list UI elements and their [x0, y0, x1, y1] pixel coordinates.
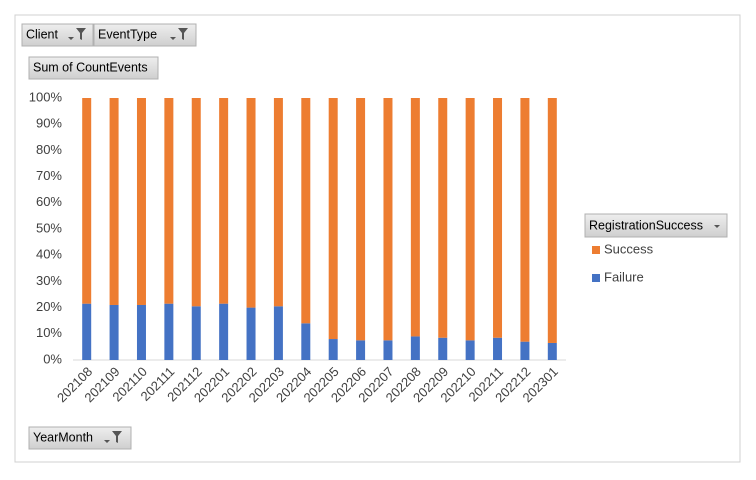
bar-segment: [219, 303, 229, 360]
bar-segment: [273, 306, 283, 360]
value-field-button[interactable]: [28, 56, 159, 80]
bar-segment: [547, 342, 557, 360]
bar-segment: [383, 98, 393, 341]
bar-segment: [328, 98, 338, 340]
bar-segment: [520, 341, 530, 360]
y-tick-label: 30%: [36, 273, 62, 288]
bar-segment: [410, 98, 420, 337]
y-tick-label: 50%: [36, 220, 62, 235]
bar-segment: [109, 304, 119, 360]
bar-segment: [191, 306, 201, 360]
bar-segment: [191, 98, 201, 307]
filter-label: Client: [26, 27, 58, 41]
bar-segment: [246, 98, 256, 308]
y-tick-label: 70%: [36, 168, 62, 183]
bar-segment: [82, 98, 92, 304]
bar-segment: [246, 307, 256, 360]
y-tick-label: 40%: [36, 247, 62, 262]
legend-swatch: [592, 274, 600, 282]
legend-label: Failure: [604, 269, 644, 284]
bar-segment: [383, 340, 393, 360]
y-tick-label: 60%: [36, 194, 62, 209]
chart-border: [14, 14, 741, 463]
bar-segment: [410, 336, 420, 360]
legend-field-button[interactable]: RegistrationSuccess: [584, 213, 728, 238]
bar-segment: [465, 340, 475, 360]
bar-segment: [219, 98, 229, 304]
legend-title: RegistrationSuccess: [589, 218, 703, 232]
bar-segment: [301, 98, 311, 324]
y-tick-label: 100%: [29, 89, 63, 104]
bar-segment: [438, 337, 448, 360]
bar-segment: [164, 303, 174, 360]
y-tick-label: 80%: [36, 142, 62, 157]
axis-field-button[interactable]: YearMonth: [28, 426, 132, 450]
legend-label: Success: [604, 241, 654, 256]
bar-segment: [547, 98, 557, 343]
filter-button[interactable]: EventType: [93, 23, 197, 47]
bar-segment: [328, 339, 338, 360]
legend-swatch: [592, 246, 600, 254]
y-tick-label: 20%: [36, 299, 62, 314]
bar-segment: [164, 98, 174, 304]
value-field-label: Sum of CountEvents: [33, 60, 148, 74]
bar-segment: [82, 303, 92, 360]
bar-segment: [493, 337, 503, 360]
bar-segment: [356, 98, 366, 341]
filter-button[interactable]: Client: [21, 23, 94, 47]
bar-segment: [438, 98, 448, 338]
bar-segment: [493, 98, 503, 338]
bar-segment: [273, 98, 283, 307]
axis-field-label: YearMonth: [33, 430, 93, 444]
filter-label: EventType: [98, 27, 157, 41]
bar-segment: [109, 98, 119, 305]
bar-segment: [465, 98, 475, 341]
bar-segment: [136, 304, 146, 360]
bar-segment: [356, 340, 366, 360]
y-tick-label: 90%: [36, 116, 62, 131]
bar-segment: [301, 323, 311, 360]
y-tick-label: 10%: [36, 325, 62, 340]
bar-segment: [520, 98, 530, 342]
y-tick-label: 0%: [43, 351, 62, 366]
bar-segment: [136, 98, 146, 305]
